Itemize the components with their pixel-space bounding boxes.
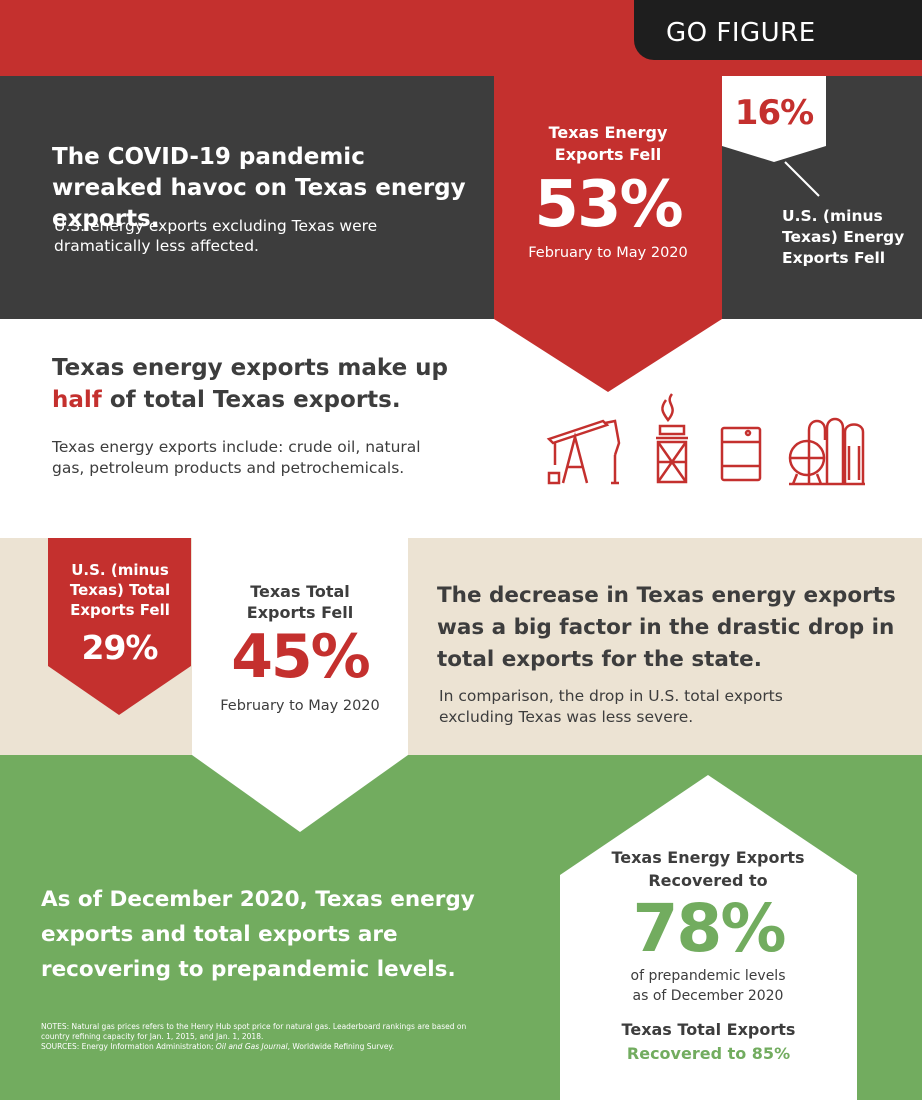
us-energy-fell-label: U.S. (minus Texas) Energy Exports Fell: [782, 207, 905, 267]
recovery-total-label: Texas Total Exports: [621, 1020, 796, 1039]
us-total-fell-value: 29%: [81, 628, 159, 667]
recovery-total-value: Recovered to 85%: [626, 1044, 791, 1063]
section2-subtext: Texas energy exports include: crude oil,…: [52, 438, 421, 477]
texas-total-fell-label: Texas Total Exports Fell: [246, 582, 354, 622]
white-band: [0, 319, 922, 538]
section3-headline: The decrease in Texas energy exports was…: [437, 583, 896, 672]
sources-prefix: SOURCES: Energy Information Administrati…: [41, 1042, 216, 1051]
sources-suffix: , Worldwide Refining Survey.: [287, 1042, 395, 1051]
section1-headline: The COVID-19 pandemic wreaked havoc on T…: [52, 144, 466, 232]
section4-headline: As of December 2020, Texas energy export…: [41, 887, 475, 982]
section2-headline-part1: Texas energy exports make up: [52, 355, 449, 381]
texas-total-fell-period: February to May 2020: [220, 698, 380, 714]
sources-italic: Oil and Gas Journal: [215, 1042, 288, 1051]
section1-subtext: U.S. energy exports excluding Texas were…: [54, 217, 378, 255]
sources-line: SOURCES: Energy Information Administrati…: [41, 1042, 496, 1052]
section2-headline: Texas energy exports make up half of tot…: [52, 352, 472, 416]
barrel-icon: [720, 426, 762, 482]
texas-total-arrow: [192, 538, 408, 832]
us-energy-badge: [722, 76, 826, 162]
section2-headline-highlight: half: [52, 387, 102, 413]
notes-line: NOTES: Natural gas prices refers to the …: [41, 1022, 467, 1041]
section2-headline-part2: of total Texas exports.: [109, 387, 401, 413]
go-figure-label: GO FIGURE: [666, 18, 816, 48]
recovery-label: Texas Energy Exports Recovered to: [611, 848, 805, 890]
texas-energy-fell-label: Texas Energy Exports Fell: [548, 123, 668, 164]
us-energy-fell-value: 16%: [734, 93, 814, 133]
texas-total-fell-value: 45%: [231, 622, 371, 692]
recovery-house: [560, 775, 857, 1100]
us-total-fell-label: U.S. (minus Texas) Total Exports Fell: [69, 561, 171, 619]
recovery-value: 78%: [632, 890, 787, 967]
texas-energy-fell-period: February to May 2020: [528, 245, 688, 261]
petrochemical-plant-icon: [788, 417, 865, 486]
recovery-caption: of prepandemic levels as of December 202…: [630, 968, 786, 1004]
section3-subtext: In comparison, the drop in U.S. total ex…: [439, 687, 783, 726]
gas-flare-icon: [656, 393, 688, 484]
go-figure-tab: GO FIGURE: [634, 0, 922, 60]
us-total-badge: [48, 538, 191, 715]
texas-energy-fell-value: 53%: [534, 168, 683, 242]
notes-text: NOTES: Natural gas prices refers to the …: [41, 1022, 496, 1052]
pumpjack-icon: [546, 419, 621, 485]
texas-energy-arrow: [494, 76, 722, 392]
connector-line: [784, 161, 820, 197]
